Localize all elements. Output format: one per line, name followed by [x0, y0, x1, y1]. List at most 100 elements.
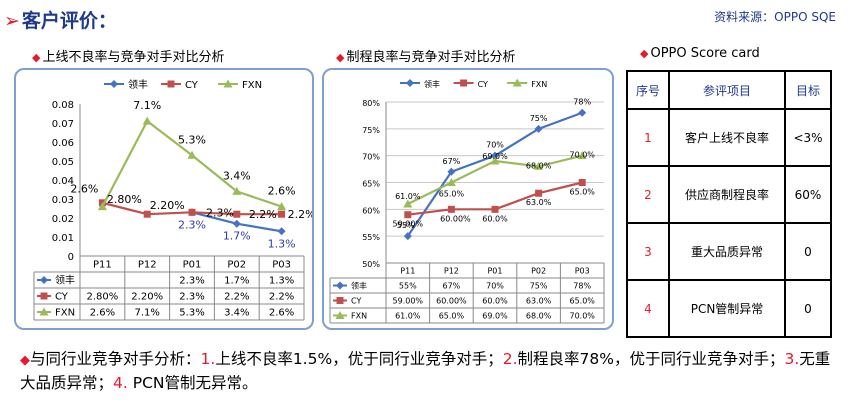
table-legend-marker: [335, 311, 345, 319]
page-title: ➢ 客户评价：: [4, 6, 117, 33]
table-cell: 67%: [443, 281, 461, 290]
y-tick-label: 70%: [362, 153, 380, 162]
data-point: [232, 186, 242, 195]
legend-label: CY: [478, 80, 488, 89]
table-cell: 1.7%: [224, 276, 249, 287]
data-point: [97, 202, 107, 211]
data-label: 69.0%: [482, 152, 508, 161]
summary-item: 制程良率78%，优于同行业竞争对手；: [517, 350, 785, 368]
row-no: 3: [626, 222, 670, 281]
page-title-text: 客户评价：: [21, 10, 117, 32]
legend-marker: [167, 80, 175, 88]
row-target: 0: [784, 222, 832, 281]
table-legend-marker: [336, 281, 344, 290]
data-label: 2.2%: [288, 208, 312, 221]
data-point: [447, 167, 456, 176]
data-point: [534, 161, 544, 170]
data-label: 60.0%: [482, 214, 508, 223]
x-tick-label: P03: [575, 266, 590, 275]
legend-marker: [460, 79, 468, 87]
table-cell: 2.2%: [269, 292, 294, 303]
diamond-icon: ◆: [640, 47, 649, 60]
summary-num: 1.: [200, 350, 216, 368]
data-point: [535, 189, 543, 197]
data-point: [491, 151, 499, 160]
table-cell: 1.3%: [269, 276, 294, 287]
data-point: [233, 210, 241, 218]
source-note: 资料来源：OPPO SQE: [714, 10, 836, 24]
data-label: 7.1%: [133, 99, 161, 112]
y-tick-label: 60%: [362, 206, 380, 215]
table-cell: 59.00%: [393, 296, 424, 305]
row-no: 2: [626, 165, 670, 224]
data-label: 60.00%: [440, 214, 471, 223]
data-label: 1.3%: [268, 237, 296, 250]
legend-label: FXN: [531, 80, 547, 89]
data-label: 2.3%: [206, 206, 234, 219]
summary-item: 无重大品质异常；: [20, 350, 831, 392]
data-label: 2.3%: [178, 218, 206, 231]
chart1-panel: 领丰 CY FXN 0 0.01 0.02 0.03 0.04 0.05 0.06 0.07 0.08…: [14, 68, 316, 330]
data-point: [577, 151, 587, 160]
data-label: 68.0%: [526, 161, 552, 170]
legend-label: FXN: [242, 80, 262, 91]
x-tick-label: P12: [444, 266, 459, 275]
chart2-svg: 领丰 CY FXN 50% 55% 60% 65% 70% 75% 80% P11 P12 P01 P02…: [329, 78, 605, 324]
data-label: 75%: [530, 114, 548, 123]
x-tick-label: P11: [93, 260, 112, 271]
data-label: 5.3%: [178, 133, 206, 146]
data-point: [277, 202, 287, 211]
table-cell: 2.3%: [179, 292, 204, 303]
table-series-name: FXN: [55, 308, 75, 319]
data-point: [578, 179, 586, 186]
scorecard-row: 3 重大品质异常 0: [626, 222, 832, 281]
row-target: <3%: [784, 108, 832, 167]
data-point: [578, 108, 587, 117]
table-cell: 65.0%: [439, 311, 465, 320]
table-cell: 75%: [530, 281, 548, 290]
y-tick-label: 0.06: [52, 138, 74, 149]
table-cell: 78%: [573, 281, 591, 290]
table-legend-marker: [40, 276, 48, 284]
summary-num: 2.: [502, 350, 518, 368]
data-point: [232, 219, 241, 228]
summary-num: 4.: [113, 374, 128, 392]
data-point: [490, 156, 500, 165]
y-tick-label: 75%: [362, 126, 380, 135]
data-label: 67%: [443, 157, 461, 166]
scorecard-row: 4 PCN管制异常 0: [626, 279, 832, 338]
chart2-subtitle: ◆ 制程良率与竞争对手对比分析: [336, 46, 515, 65]
arrow-icon: ➢: [4, 10, 20, 32]
chart2-panel: 领丰 CY FXN 50% 55% 60% 65% 70% 75% 80% P11 P12 P01 P02…: [322, 68, 614, 330]
data-label: 2.6%: [70, 183, 98, 196]
legend-label: 领丰: [424, 79, 440, 89]
scorecard-row: 2 供应商制程良率 60%: [626, 165, 832, 224]
data-point: [188, 208, 196, 216]
y-tick-label: 0.03: [52, 195, 74, 206]
table-cell: 63.0%: [526, 296, 552, 305]
table-legend-marker: [40, 292, 48, 300]
data-point: [142, 116, 152, 125]
data-label: 2.6%: [268, 185, 296, 198]
x-tick-label: P03: [272, 260, 291, 271]
legend-marker: [223, 79, 233, 88]
x-tick-label: P02: [531, 266, 546, 275]
data-point: [187, 150, 197, 159]
table-series-name: 领丰: [351, 280, 367, 290]
summary-text: ◆与同行业竞争对手分析：1.上线不良率1.5%，优于同行业竞争对手；2.制程良率…: [20, 348, 840, 394]
scorecard-header-row: 序号 参评项目 目标: [626, 70, 832, 110]
data-point: [143, 210, 151, 218]
table-series-name: 领丰: [55, 274, 75, 287]
table-cell: 55%: [399, 281, 417, 290]
y-tick-label: 0.07: [52, 119, 74, 130]
x-tick-label: P01: [183, 260, 202, 271]
chart1-svg: 领丰 CY FXN 0 0.01 0.02 0.03 0.04 0.05 0.06 0.07 0.08…: [33, 78, 316, 321]
row-item: 供应商制程良率: [668, 165, 786, 224]
y-tick-label: 50%: [362, 260, 380, 269]
y-tick-label: 0: [68, 252, 74, 263]
chart2-subtitle-text: 制程良率与竞争对手对比分析: [346, 50, 516, 65]
scorecard-title: ◆ OPPO Score card: [640, 46, 760, 61]
data-point: [447, 205, 455, 213]
table-series-name: FXN: [351, 311, 367, 320]
data-label: 70%: [486, 141, 504, 150]
